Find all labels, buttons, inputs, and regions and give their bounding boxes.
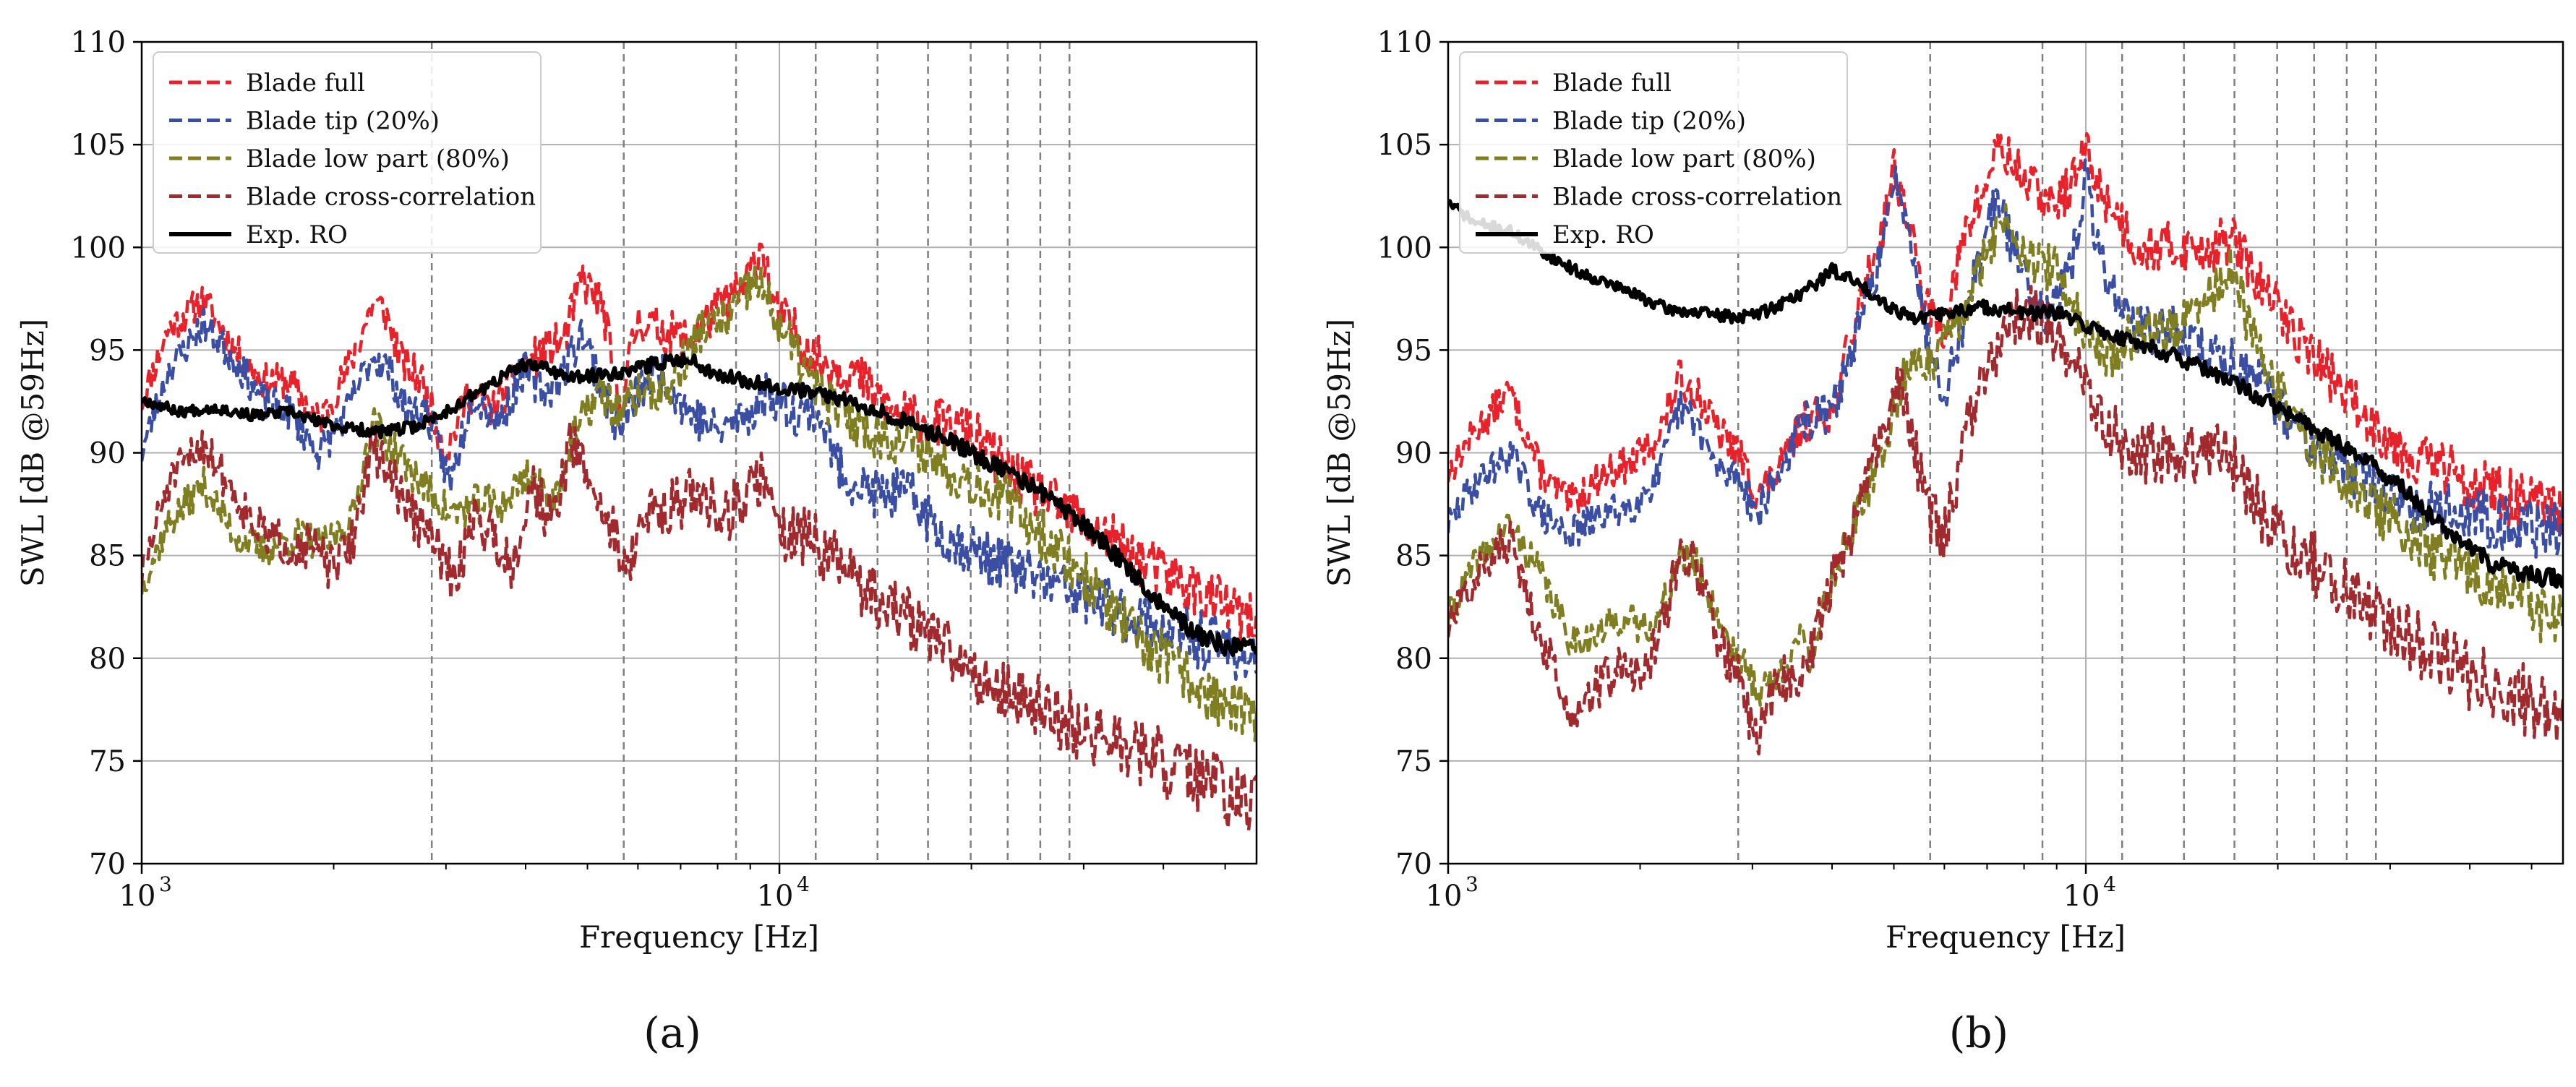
x-tick-exponent: 3 (159, 872, 172, 896)
legend-label: Blade cross-correlation (246, 183, 536, 212)
x-tick-label: 10 (757, 880, 794, 913)
x-tick-label: 10 (1426, 880, 1463, 913)
caption-b: (b) (1948, 1008, 2009, 1057)
y-tick-label: 105 (71, 129, 126, 162)
y-tick-label: 105 (1377, 129, 1432, 162)
y-tick-label: 95 (89, 334, 126, 367)
series-line (142, 352, 1257, 657)
series-line (142, 420, 1257, 833)
y-tick-label: 90 (89, 437, 126, 471)
legend-box (1459, 51, 1848, 254)
y-tick-label: 100 (71, 231, 126, 265)
x-axis-label: Frequency [Hz] (1886, 919, 2126, 955)
y-tick-label: 70 (89, 848, 126, 881)
y-axis-label: SWL [dB @59Hz] (1322, 319, 1357, 587)
legend-label: Blade full (1552, 69, 1672, 98)
legend-label: Exp. RO (1552, 220, 1654, 249)
y-tick-label: 85 (1395, 540, 1432, 573)
series-line (1448, 132, 2563, 535)
y-axis-label: SWL [dB @59Hz] (15, 319, 51, 587)
legend-box (153, 51, 542, 254)
y-tick-label: 110 (1377, 26, 1432, 59)
legend-label: Exp. RO (246, 220, 348, 249)
series-line (1448, 199, 2563, 589)
legend: Blade full Blade tip (20%) Blade low part … (153, 51, 542, 254)
series-line (142, 242, 1257, 644)
y-tick-label: 80 (1395, 643, 1432, 676)
legend: Blade full Blade tip (20%) Blade low part … (1459, 51, 1848, 254)
y-tick-label: 110 (71, 26, 126, 59)
series-line (1448, 158, 2563, 559)
series-line (142, 265, 1257, 742)
series-group (142, 242, 1257, 833)
legend-label: Blade cross-correlation (1552, 183, 1842, 212)
series-line (1448, 285, 2563, 756)
x-tick-label: 10 (2063, 880, 2100, 913)
x-tick-exponent: 3 (1465, 872, 1479, 896)
series-line (142, 307, 1257, 682)
y-tick-label: 75 (1395, 745, 1432, 778)
x-tick-label: 10 (119, 880, 156, 913)
y-tick-label: 95 (1395, 334, 1432, 367)
series-group (1448, 132, 2563, 756)
y-tick-label: 85 (89, 540, 126, 573)
y-tick-label: 90 (1395, 437, 1432, 471)
legend-label: Blade full (246, 69, 365, 98)
series-line (1448, 203, 2563, 707)
caption-a: (a) (643, 1008, 701, 1057)
legend-label: Blade low part (80%) (246, 145, 510, 173)
y-tick-label: 80 (89, 643, 126, 676)
legend-label: Blade low part (80%) (1552, 145, 1816, 173)
legend-label: Blade tip (20%) (246, 107, 440, 136)
x-axis-label: Frequency [Hz] (579, 919, 819, 955)
legend-label: Blade tip (20%) (1552, 107, 1746, 136)
x-tick-exponent: 4 (2103, 872, 2116, 896)
y-tick-label: 100 (1377, 231, 1432, 265)
x-tick-exponent: 4 (797, 872, 810, 896)
y-tick-label: 70 (1395, 848, 1432, 881)
y-tick-label: 75 (89, 745, 126, 778)
